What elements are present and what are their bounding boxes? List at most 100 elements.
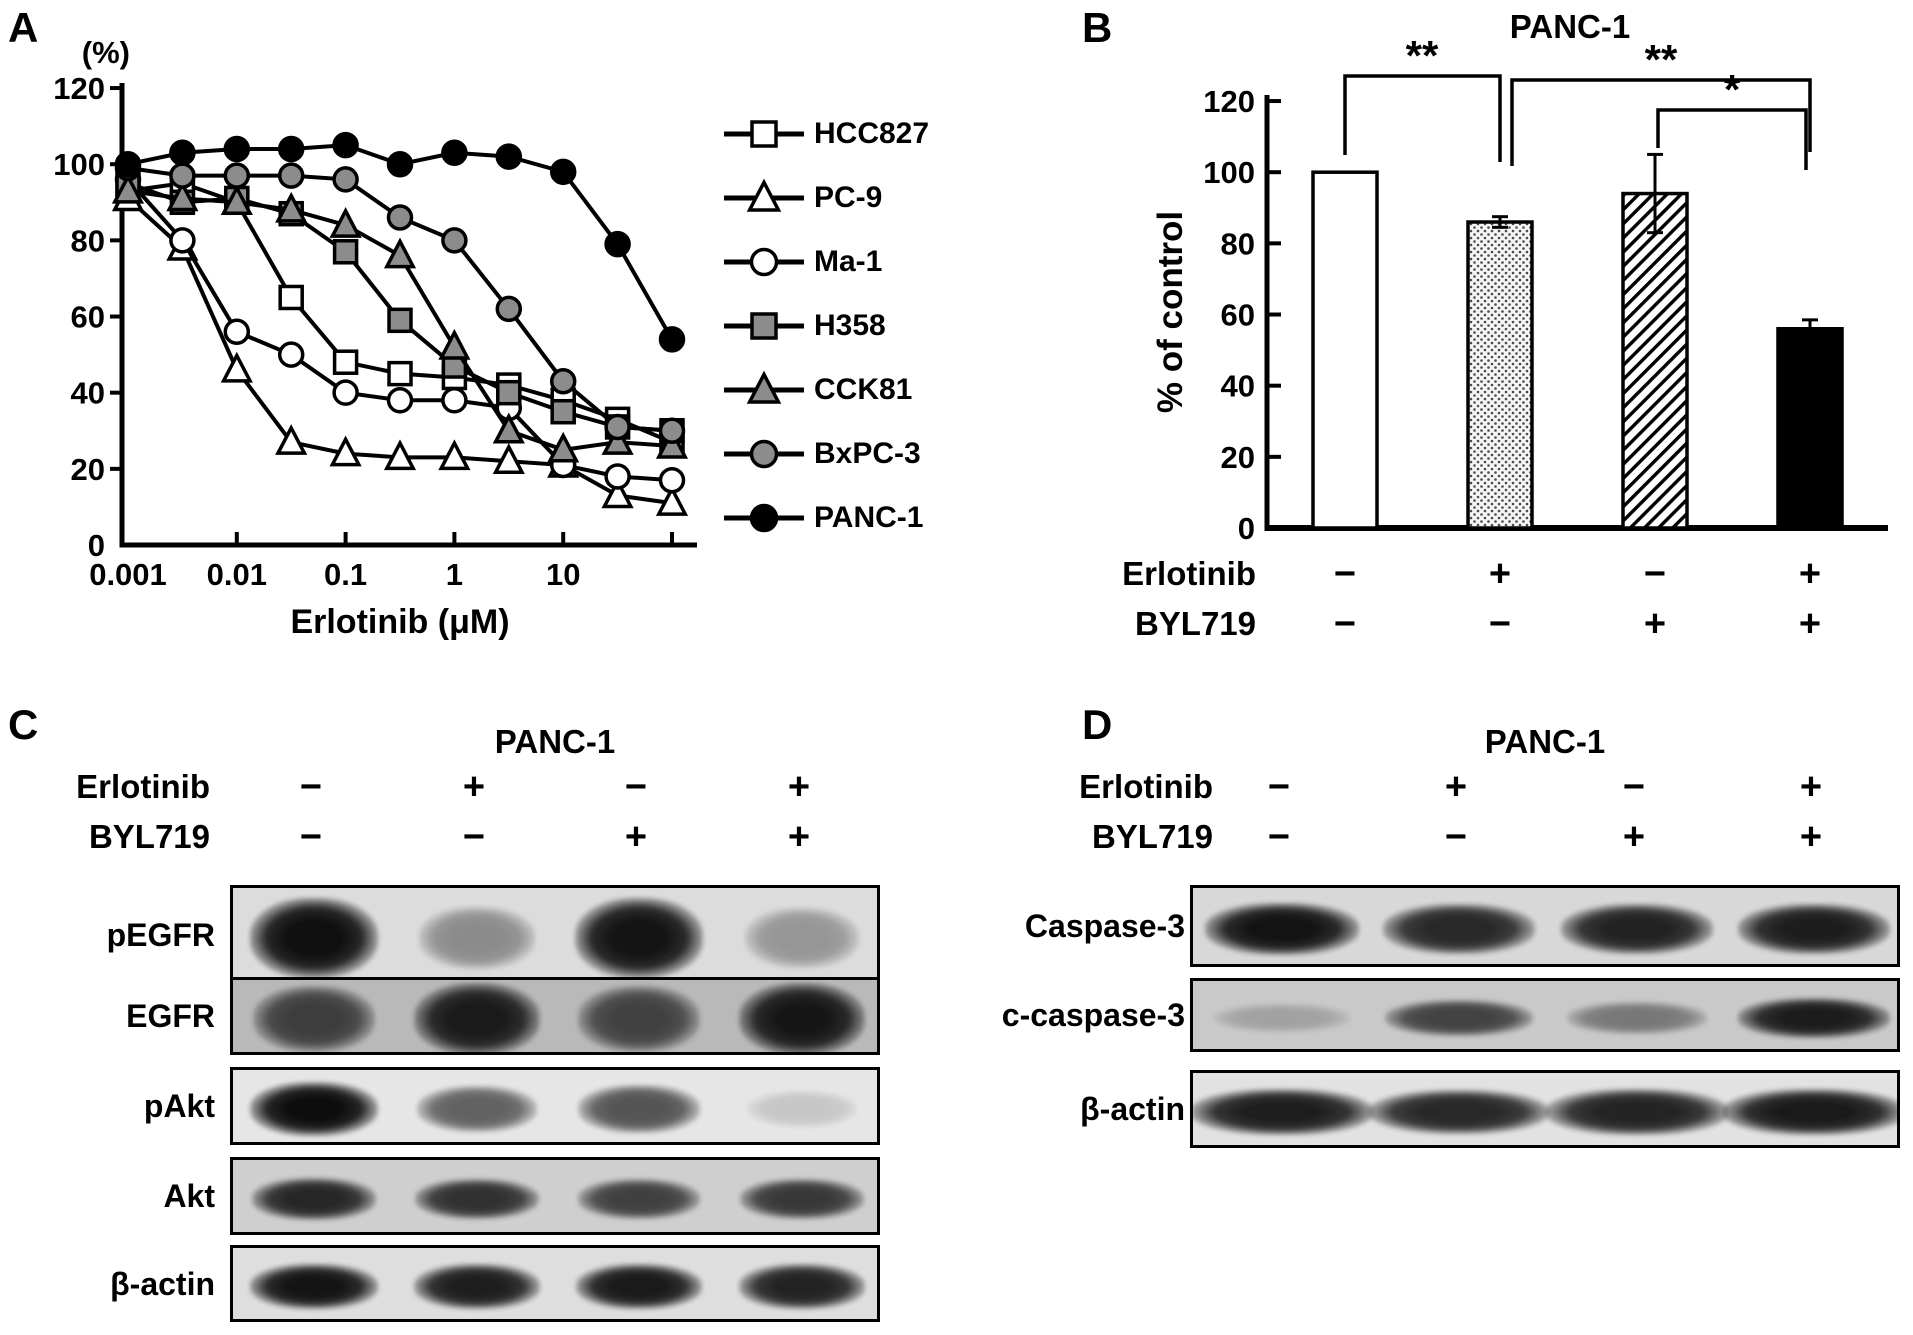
- treatment-mark-erlotinib-lane2: +: [462, 766, 486, 808]
- circle-marker: [441, 139, 468, 167]
- circle-marker: [277, 162, 305, 189]
- legend-marker-triangle: [724, 370, 804, 404]
- blot-band-lane3: [575, 1263, 703, 1310]
- y-tick-label: 100: [1203, 155, 1255, 190]
- blot-band-lane3: [1546, 1089, 1728, 1135]
- y-tick-label: 20: [1221, 440, 1255, 475]
- legend-item-bxpc-3: BxPC-3: [722, 422, 929, 486]
- blot-band-lane1: [1214, 1003, 1350, 1033]
- treatment-mark-byl719-lane1: −: [299, 816, 323, 858]
- treatment-mark-byl719-lane3: +: [1622, 816, 1646, 858]
- x-tick-label: 0.01: [207, 557, 267, 592]
- treatment-mark-byl719-lane1: −: [1333, 603, 1357, 645]
- x-tick-label: 10: [546, 557, 580, 592]
- square-marker: [332, 239, 359, 265]
- series-pc-9: [111, 180, 689, 516]
- treatment-name-erlotinib: Erlotinib: [76, 768, 210, 805]
- blot-band-lane1: [1193, 1089, 1373, 1135]
- significance-stars: **: [1406, 40, 1439, 79]
- blot-band-lane1: [1204, 903, 1360, 955]
- blot-band-lane2: [419, 906, 535, 970]
- circle-marker: [441, 387, 468, 414]
- circle-marker: [332, 379, 359, 406]
- blot-box--actin: [230, 1245, 880, 1322]
- blot-protein-label: pEGFR: [106, 917, 215, 953]
- blot-band-lane1: [250, 897, 378, 979]
- blot-band-lane4: [746, 1090, 858, 1128]
- y-tick-label: 100: [55, 147, 105, 182]
- treatment-mark-byl719-lane2: −: [1488, 603, 1512, 645]
- blot-box-akt: [230, 1157, 880, 1235]
- bar-1: [1311, 170, 1379, 530]
- treatment-mark-byl719-lane4: +: [1798, 603, 1822, 645]
- blot-band-lane2: [1383, 904, 1535, 954]
- blot-band-lane4: [740, 1179, 864, 1219]
- bar-4: [1776, 327, 1844, 530]
- square-marker: [750, 312, 778, 340]
- blot-band-lane4: [1722, 1089, 1897, 1135]
- legend-label: BxPC-3: [814, 437, 921, 470]
- circle-marker: [386, 150, 414, 178]
- blot-box-pegfr: [230, 885, 880, 985]
- series-panc-1: [114, 131, 686, 353]
- blot-box--actin: [1190, 1070, 1900, 1148]
- circle-marker: [386, 387, 414, 414]
- triangle-marker: [438, 439, 471, 471]
- legend-item-ma-1: Ma-1: [722, 230, 929, 294]
- blot-band-lane3: [575, 897, 703, 979]
- legend-marker-square: [724, 120, 804, 148]
- treatment-mark-byl719-lane4: +: [787, 816, 811, 858]
- legend-marker-triangle: [724, 178, 804, 212]
- treatment-mark-erlotinib-lane1: −: [299, 766, 323, 808]
- legend-marker-circle: [724, 439, 804, 469]
- treatment-mark-byl719-lane2: −: [462, 816, 486, 858]
- blot-protein-label: Caspase-3: [1024, 908, 1185, 944]
- significance-bracket: [1343, 74, 1502, 162]
- triangle-marker: [383, 439, 417, 471]
- legend-item-h358: H358: [722, 294, 929, 358]
- blot-band-lane3: [1560, 903, 1714, 955]
- treatment-mark-erlotinib-lane3: −: [624, 766, 648, 808]
- circle-marker: [549, 368, 577, 395]
- legend-item-hcc827: HCC827: [722, 102, 929, 166]
- circle-marker: [749, 439, 779, 469]
- square-marker: [496, 379, 522, 406]
- triangle-marker: [746, 370, 782, 404]
- treatment-mark-byl719-lane3: +: [1643, 603, 1667, 645]
- legend-label: PANC-1: [814, 501, 924, 534]
- chart-legend: HCC827 PC-9 Ma-1 H358 CCK81 BxPC-3 PANC-1: [722, 102, 929, 550]
- legend-label: CCK81: [814, 373, 913, 406]
- triangle-marker: [166, 180, 199, 212]
- triangle-marker: [547, 431, 580, 463]
- x-tick-label: 0.1: [324, 557, 367, 592]
- legend-item-pc-9: PC-9: [722, 166, 929, 230]
- circle-marker: [549, 158, 577, 186]
- y-tick-label: 0: [1238, 511, 1255, 546]
- blot-band-lane4: [1737, 998, 1891, 1038]
- treatment-mark-erlotinib-lane4: +: [787, 766, 811, 808]
- blot-box-egfr: [230, 977, 880, 1055]
- circle-marker: [441, 227, 468, 254]
- blot-band-lane4: [739, 1264, 865, 1309]
- panel-b-label: B: [1082, 4, 1113, 51]
- y-tick-label: 40: [1221, 369, 1255, 404]
- y-tick-label: 40: [71, 376, 105, 411]
- y-tick-label: 80: [1221, 226, 1255, 261]
- circle-marker: [604, 230, 631, 258]
- significance-stars: *: [1724, 66, 1741, 113]
- y-axis-title: % of control: [1151, 211, 1190, 413]
- triangle-marker: [275, 424, 308, 455]
- y-tick-label: 0: [88, 528, 105, 563]
- triangle-marker: [329, 435, 362, 467]
- circle-marker: [658, 467, 686, 494]
- blot-band-lane2: [417, 1085, 537, 1133]
- blot-band-lane1: [253, 985, 375, 1052]
- y-tick-label: 120: [55, 71, 105, 106]
- blot-band-lane1: [250, 1081, 378, 1137]
- triangle-marker: [655, 427, 689, 459]
- circle-marker: [749, 247, 779, 277]
- treatment-mark-erlotinib-lane3: −: [1643, 553, 1667, 595]
